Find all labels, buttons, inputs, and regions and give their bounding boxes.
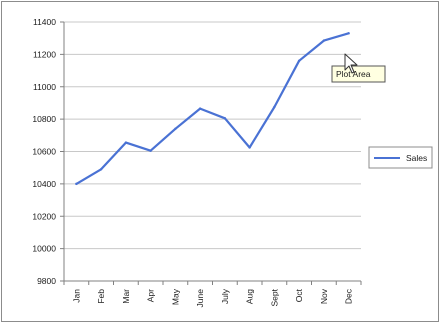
x-tick-label: Jan [71,289,81,303]
legend-label-sales: Sales [406,153,427,163]
tooltip-text: Plot Area [336,69,371,79]
chart-area[interactable]: 9800 10000 10200 10400 10600 10800 11000 11200 1… [1,1,439,322]
x-tick-labels: Jan Feb Mar Apr May June July Aug Sept Oct Nov Dec [71,288,353,307]
gridlines [64,21,361,250]
x-tick-label: Dec [344,288,354,304]
data-point[interactable] [248,146,251,149]
data-point[interactable] [124,141,128,144]
legend-box [368,146,433,169]
data-point[interactable] [198,107,202,110]
plot-area[interactable] [75,32,350,186]
data-point[interactable] [75,182,78,186]
y-tick-label: 10000 [32,244,56,254]
mouse-pointer-icon [344,53,358,74]
data-point[interactable] [174,127,177,131]
y-tick-label: 11400 [33,17,56,27]
y-tick-label: 10200 [32,211,56,221]
x-tick-label: July [220,288,230,304]
data-point[interactable] [347,32,350,35]
data-point[interactable] [297,59,301,63]
y-tick-label: 10400 [32,179,56,189]
x-tick-label: Sept [269,288,279,306]
data-point[interactable] [273,105,276,109]
data-point[interactable] [322,39,326,42]
x-tick-label: Nov [319,288,329,304]
y-tick-label: 11000 [33,82,56,92]
line-chart[interactable]: 9800 10000 10200 10400 10600 10800 11000 11200 1… [2,2,440,323]
axes [60,21,362,285]
data-point[interactable] [99,168,103,171]
y-tick-label: 10800 [32,114,56,124]
x-tick-label: Apr [146,289,156,302]
y-tick-label: 11200 [33,49,56,59]
legend[interactable]: Sales [368,146,433,169]
x-tick-label: Mar [121,289,131,304]
x-tick-label: Feb [96,289,106,304]
y-tick-label: 9800 [37,276,56,286]
data-point[interactable] [223,117,227,120]
x-tick-label: Oct [294,288,304,302]
y-tick-labels: 9800 10000 10200 10400 10600 10800 11000 11200 1… [32,17,56,286]
series-line-sales[interactable] [75,32,350,185]
y-tick-label: 10600 [32,147,56,157]
x-tick-label: June [195,289,205,308]
x-tick-label: May [170,288,180,305]
plot-area-tooltip: Plot Area [331,65,386,83]
data-point[interactable] [149,149,152,152]
x-tick-label: Aug [245,289,255,304]
